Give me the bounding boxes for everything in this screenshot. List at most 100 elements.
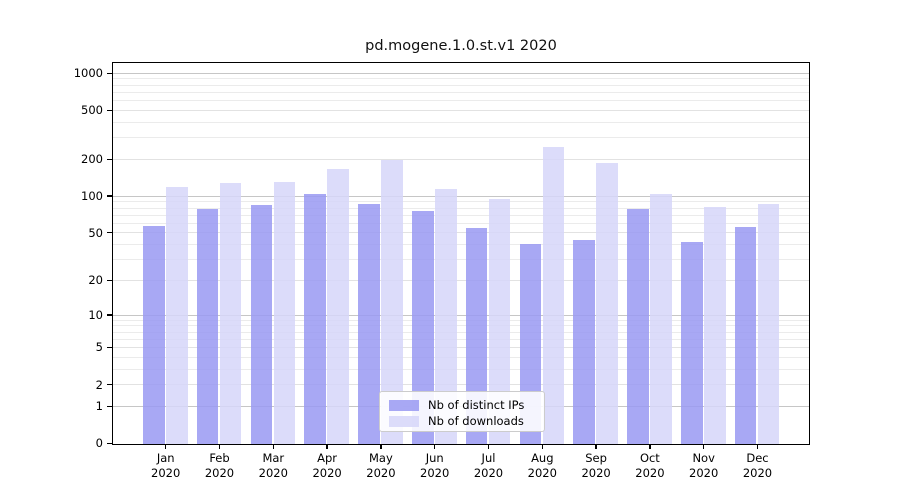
bar-downloads-oct xyxy=(650,193,672,444)
x-tick-label-jan: Jan 2020 xyxy=(151,451,181,480)
gridline-80 xyxy=(113,207,809,209)
gridline-900 xyxy=(113,78,809,80)
gridline-20 xyxy=(113,279,809,281)
gridline-60 xyxy=(113,222,809,224)
bar-downloads-jan xyxy=(166,187,188,444)
legend-label-downloads: Nb of downloads xyxy=(428,414,524,428)
x-tick-label-sep: Sep 2020 xyxy=(581,451,611,480)
gridline-50 xyxy=(113,232,809,234)
bar-downloads-apr xyxy=(327,169,349,444)
bar-distinct-ips-dec xyxy=(734,227,757,444)
bars xyxy=(113,63,809,444)
x-tick-label-feb: Feb 2020 xyxy=(204,451,235,480)
x-tick-aug xyxy=(541,445,543,450)
y-tick-label-0: 0 xyxy=(95,436,103,451)
y-tick-label-100: 100 xyxy=(81,189,103,204)
legend-swatch-downloads xyxy=(389,415,419,427)
bar-downloads-mar xyxy=(273,181,296,444)
x-tick-dec xyxy=(756,445,759,450)
gridline-6 xyxy=(113,338,809,340)
gridline-7 xyxy=(113,331,809,333)
gridline-30 xyxy=(113,259,809,260)
legend-label-distinct-ips: Nb of distinct IPs xyxy=(428,398,525,412)
x-tick-label-aug: Aug 2020 xyxy=(527,451,557,480)
legend: Nb of distinct IPs Nb of downloads xyxy=(379,391,545,432)
x-tick-apr xyxy=(326,445,328,450)
bar-downloads-dec xyxy=(757,204,780,444)
gridline-5 xyxy=(113,347,809,348)
gridline-100 xyxy=(113,195,809,197)
bar-downloads-may xyxy=(381,160,403,444)
y-tick-label-10: 10 xyxy=(88,307,103,322)
x-tick-sep xyxy=(595,445,597,450)
x-tick-jul xyxy=(487,445,490,450)
gridline-600 xyxy=(113,100,809,102)
gridline-10 xyxy=(113,314,809,316)
gridline-2 xyxy=(113,384,809,386)
bar-distinct-ips-feb xyxy=(196,209,219,444)
bar-distinct-ips-mar xyxy=(250,204,273,444)
gridline-4 xyxy=(113,356,809,358)
bar-downloads-feb xyxy=(219,182,242,444)
x-tick-label-jul: Jul 2020 xyxy=(473,451,504,480)
x-tick-label-may: May 2020 xyxy=(366,451,396,480)
x-tick-nov xyxy=(703,445,705,450)
x-tick-label-mar: Mar 2020 xyxy=(258,451,288,480)
plot-area: Nb of distinct IPs Nb of downloads xyxy=(112,62,810,445)
gridline-90 xyxy=(113,201,809,203)
gridline-400 xyxy=(113,121,809,123)
bar-downloads-jul xyxy=(488,198,511,444)
gridline-300 xyxy=(113,137,809,139)
x-tick-label-jun: Jun 2020 xyxy=(420,451,450,480)
y-tick-50 xyxy=(107,232,112,234)
y-tick-label-5: 5 xyxy=(95,340,103,355)
y-tick-label-2: 2 xyxy=(95,377,103,392)
bar-downloads-jun xyxy=(435,189,457,444)
y-tick-1 xyxy=(107,405,112,407)
gridline-700 xyxy=(113,91,809,93)
gridline-9 xyxy=(113,319,809,321)
y-tick-label-500: 500 xyxy=(81,103,103,118)
gridlines xyxy=(113,63,809,444)
y-tick-label-1000: 1000 xyxy=(73,66,103,81)
bar-distinct-ips-may xyxy=(358,203,380,444)
y-tick-10 xyxy=(107,314,112,316)
y-tick-label-50: 50 xyxy=(88,225,103,240)
bar-distinct-ips-oct xyxy=(627,209,649,444)
gridline-70 xyxy=(113,214,809,216)
bar-distinct-ips-jul xyxy=(465,228,488,444)
y-tick-0 xyxy=(107,442,112,445)
y-tick-5 xyxy=(107,346,112,349)
x-tick-feb xyxy=(218,445,221,450)
gridline-40 xyxy=(113,244,809,245)
x-tick-jun xyxy=(434,445,436,450)
gridline-500 xyxy=(113,109,809,111)
x-tick-label-apr: Apr 2020 xyxy=(312,451,342,480)
y-tick-2 xyxy=(107,383,112,386)
x-tick-label-oct: Oct 2020 xyxy=(635,451,665,480)
bar-distinct-ips-nov xyxy=(681,242,703,444)
x-tick-oct xyxy=(649,445,651,450)
y-tick-20 xyxy=(107,279,112,281)
bar-distinct-ips-sep xyxy=(573,240,595,444)
y-tick-200 xyxy=(107,158,112,160)
gridline-200 xyxy=(113,158,809,160)
bar-downloads-nov xyxy=(704,207,726,444)
x-tick-label-dec: Dec 2020 xyxy=(742,451,773,480)
y-tick-500 xyxy=(107,109,112,111)
legend-entry-downloads: Nb of downloads xyxy=(389,413,536,429)
gridline-8 xyxy=(113,325,809,327)
gridline-800 xyxy=(113,84,809,86)
x-tick-label-nov: Nov 2020 xyxy=(689,451,719,480)
y-tick-label-20: 20 xyxy=(88,273,103,288)
y-tick-100 xyxy=(107,195,112,197)
legend-swatch-distinct-ips xyxy=(389,399,419,411)
bar-distinct-ips-jan xyxy=(143,226,165,444)
y-tick-label-200: 200 xyxy=(81,152,103,167)
bar-downloads-sep xyxy=(596,163,618,444)
bar-distinct-ips-jun xyxy=(412,211,434,444)
y-tick-label-1: 1 xyxy=(95,399,103,414)
gridline-3 xyxy=(113,368,809,370)
x-tick-may xyxy=(380,445,382,450)
